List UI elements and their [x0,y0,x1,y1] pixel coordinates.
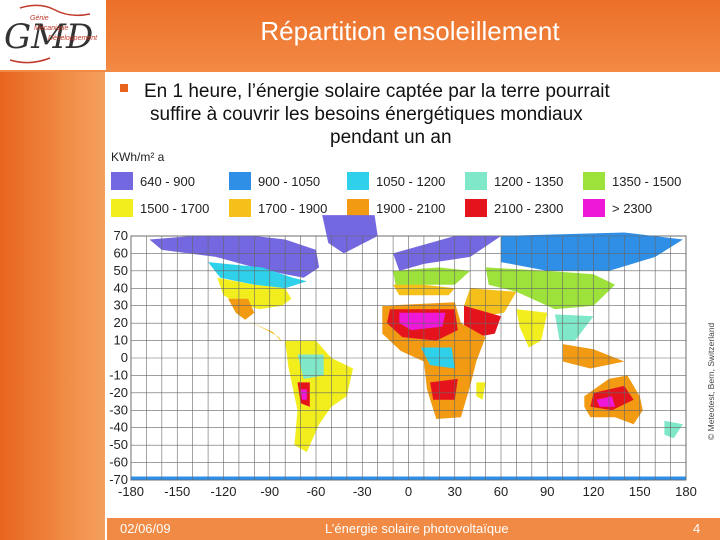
irradiation-zone [596,396,616,407]
bullet-line-1: En 1 heure, l’énergie solaire captée par… [144,81,610,102]
left-accent-band [0,0,105,540]
logo-tagline-3: Développement [48,35,98,42]
irradiation-zone [149,236,320,278]
map-area [130,215,687,481]
lat-tick-label: -60 [109,455,128,470]
slide-title: Répartition ensoleillement [260,16,560,46]
lon-tick-label: 0 [405,484,412,499]
bullet-icon [120,84,128,92]
unit-label: KWh/m² a [111,150,165,164]
legend-swatch [583,199,605,217]
lon-tick-label: -120 [210,484,236,499]
legend-label: 900 - 1050 [258,174,320,189]
legend-label: 1200 - 1350 [494,174,563,189]
irradiation-zone [297,354,324,379]
legend-label: 1700 - 1900 [258,201,327,216]
lon-tick-label: -180 [118,484,144,499]
legend-label: 1050 - 1200 [376,174,445,189]
irradiation-zone [464,305,501,338]
slide-footer [107,518,720,540]
legend-swatch [465,172,487,190]
lat-tick-label: -10 [109,367,128,382]
lat-tick-label: 60 [114,245,128,260]
lat-tick-label: 10 [114,333,128,348]
legend-swatch [111,172,133,190]
footer-date: 02/06/09 [120,521,171,536]
lat-tick-label: 50 [114,263,128,278]
legend-swatch [347,172,369,190]
lon-tick-label: -150 [164,484,190,499]
logo-letters: GMD [4,17,93,57]
legend-label: 1900 - 2100 [376,201,445,216]
lat-tick-label: -30 [109,402,128,417]
legend-swatch [111,199,133,217]
irradiation-zone [555,314,594,341]
lat-tick-label: -20 [109,385,128,400]
lon-tick-label: -90 [260,484,279,499]
legend-swatch [229,172,251,190]
lon-tick-label: 120 [583,484,605,499]
bullet-line-3: pendant un an [330,127,452,148]
irradiation-zone [208,262,307,289]
lon-tick-label: -30 [353,484,372,499]
logo-tagline-2: Mécanique [34,25,68,32]
lon-tick-label: 30 [448,484,462,499]
irradiation-zone [476,382,486,400]
legend-label: 1350 - 1500 [612,174,681,189]
lat-tick-label: 0 [121,350,128,365]
lat-tick-label: 20 [114,315,128,330]
irradiation-zone [501,232,683,271]
page-number: 4 [693,521,701,536]
lon-tick-label: 150 [629,484,651,499]
irradiation-zone [393,267,471,289]
legend-swatch [347,199,369,217]
lat-tick-label: -70 [109,472,128,487]
logo: GMD Génie Mécanique Développement [0,0,106,70]
bullet-line-2: suffire à couvrir les besoins énergétiqu… [150,104,583,125]
lat-tick-label: 70 [114,228,128,243]
axis-ticks: -180 -150 -120 -90 -60 -30 0 30 60 90 120 150 180 70 6… [109,228,697,499]
map-credit: © Meteotest, Bern, Switzerland [706,322,716,440]
irradiation-zone [300,389,307,400]
lon-tick-label: 180 [675,484,697,499]
solar-irradiation-map: KWh/m² a 640 - 900 900 - 1050 1050 - 1200 1… [109,150,697,499]
legend-swatch [229,199,251,217]
irradiation-zone [228,298,255,320]
legend-swatch [583,172,605,190]
legend-label: 1500 - 1700 [140,201,209,216]
footer-title: L’énergie solaire photovoltaïque [325,521,509,536]
lat-tick-label: -50 [109,437,128,452]
lat-tick-label: -40 [109,420,128,435]
irradiation-zone [399,312,446,331]
legend-swatch [465,199,487,217]
legend-label: 2100 - 2300 [494,201,563,216]
irradiation-zone [430,378,458,400]
lat-tick-label: 40 [114,280,128,295]
lon-tick-label: -60 [307,484,326,499]
irradiation-zone [322,215,378,254]
lon-tick-label: 90 [540,484,554,499]
legend: 640 - 900 900 - 1050 1050 - 1200 1200 - 135… [111,172,681,217]
logo-tagline-1: Génie [30,15,49,22]
legend-label: > 2300 [612,201,652,216]
lon-tick-label: 60 [494,484,508,499]
slide-header [0,0,720,72]
irradiation-zone [664,420,683,439]
legend-label: 640 - 900 [140,174,195,189]
lat-tick-label: 30 [114,298,128,313]
irradiation-zone [464,288,517,317]
